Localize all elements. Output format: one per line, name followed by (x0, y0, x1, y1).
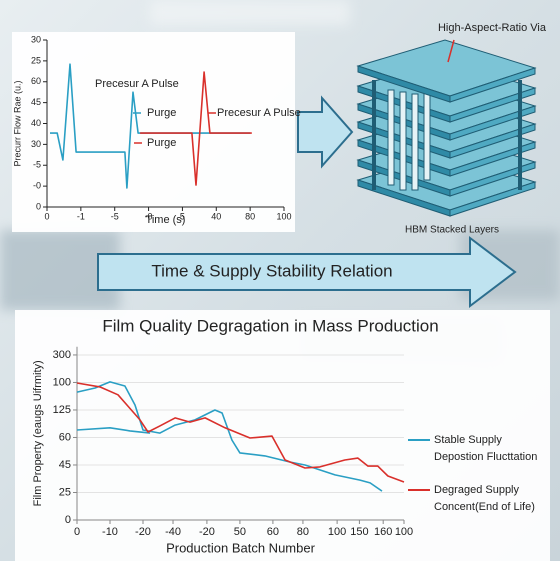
y-tick-label: 125 (53, 404, 71, 416)
legend-detail: Depostion Flucttation (434, 451, 537, 463)
annotation: Purge (147, 137, 176, 149)
x-tick-label: 100 (328, 526, 346, 538)
x-tick-label: 100 (395, 526, 413, 538)
top-chart-panel (12, 32, 295, 232)
x-tick-label: 50 (234, 526, 246, 538)
y-tick-label: 60 (59, 431, 71, 443)
legend-detail: Concent(End of Life) (434, 501, 535, 513)
y-tick-label: 0 (65, 514, 71, 526)
y-tick-label: 25 (31, 55, 41, 65)
banner-arrow (97, 235, 517, 309)
x-tick-label: -20 (135, 526, 151, 538)
x-tick-label: 40 (211, 211, 221, 221)
x-tick-label: 80 (297, 526, 309, 538)
y-tick-label: 100 (53, 376, 71, 388)
series-line (76, 381, 383, 492)
x-tick-label: 150 (350, 526, 368, 538)
annotation: Precesur A Pulse (95, 78, 179, 90)
arrow (297, 95, 354, 169)
y-tick-label: -5 (33, 160, 41, 170)
y-tick-label: 40 (31, 118, 41, 128)
y-tick-label: -0 (33, 181, 41, 191)
x-tick-label: 80 (245, 211, 255, 221)
x-tick-label: -0 (145, 211, 153, 221)
y-tick-label: 60 (31, 76, 41, 86)
x-axis-label: Time (s) (146, 214, 186, 226)
y-tick-label: 45 (31, 97, 41, 107)
legend-label: Stable Supply (434, 434, 502, 446)
y-tick-label: 0 (36, 201, 41, 211)
x-tick-label: -40 (165, 526, 181, 538)
legend-label: Degraged Supply (434, 484, 520, 496)
y-tick-label: 30 (31, 34, 41, 44)
x-tick-label: 0 (74, 526, 80, 538)
y-tick-label: 30 (31, 139, 41, 149)
annotation: Purge (147, 107, 176, 119)
y-axis-label: Film Property (eaugs Uifrmity) (32, 360, 44, 506)
y-tick-label: 45 (59, 459, 71, 471)
stack-label: HBM Stacked Layers (405, 225, 499, 236)
y-tick-label: 300 (53, 349, 71, 361)
via-label: High-Aspect-Ratio Via (438, 22, 547, 34)
x-tick-label: -10 (102, 526, 118, 538)
series-line (140, 71, 252, 186)
chart-title: Film Quality Degragation in Mass Product… (102, 316, 438, 335)
x-tick-label: 100 (276, 211, 291, 221)
x-axis-label: Production Batch Number (166, 540, 316, 555)
x-tick-label: 160 (374, 526, 392, 538)
x-tick-label: 5 (180, 211, 185, 221)
y-tick-label: 25 (59, 486, 71, 498)
x-tick-label: 0 (44, 211, 49, 221)
hbm-stack (357, 39, 536, 217)
y-axis-label: Precurr Flow Rae (u.) (12, 80, 22, 166)
x-tick-label: -5 (111, 211, 119, 221)
bottom-chart-panel (15, 310, 550, 561)
x-tick-label: -1 (77, 211, 85, 221)
x-tick-label: -20 (199, 526, 215, 538)
series-line (76, 382, 405, 483)
banner-text: Time & Supply Stability Relation (151, 261, 392, 280)
x-tick-label: 60 (267, 526, 279, 538)
annotation: Precesur A Pulse (217, 107, 301, 119)
